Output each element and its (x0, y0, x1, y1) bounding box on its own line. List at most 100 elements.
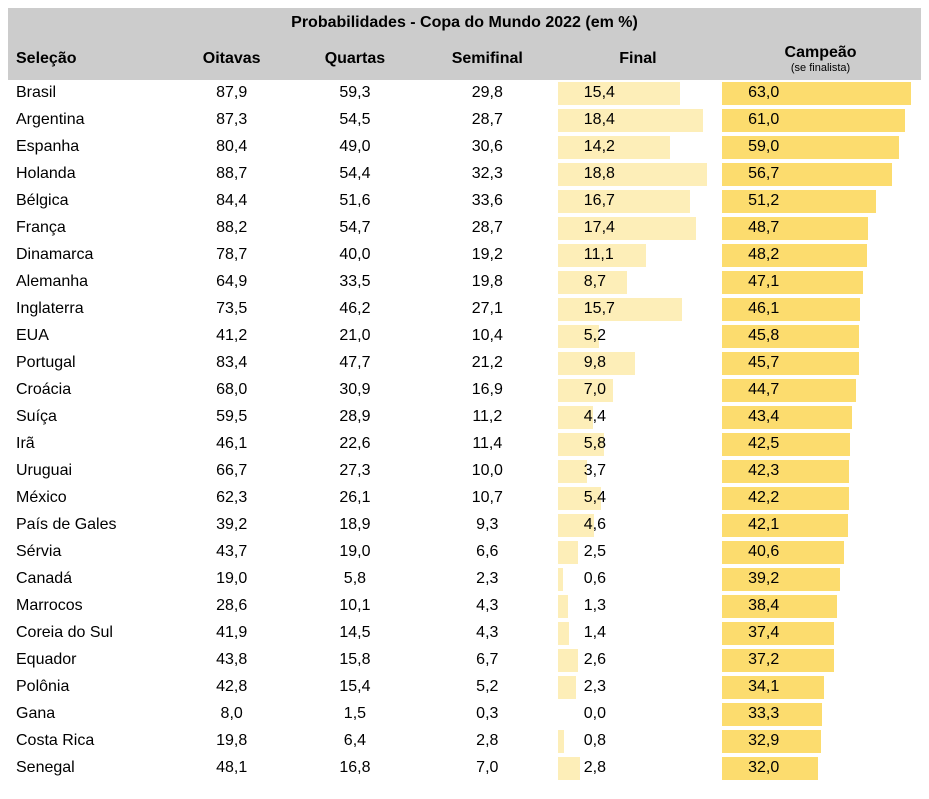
cell-final: 0,6 (556, 566, 720, 593)
campeao-value: 42,3 (722, 460, 917, 483)
cell-final: 16,7 (556, 188, 720, 215)
cell-quartas: 59,3 (291, 80, 419, 107)
campeao-value: 61,0 (722, 109, 917, 132)
cell-team: Argentina (8, 107, 172, 134)
campeao-value: 32,0 (722, 757, 917, 780)
cell-final: 0,0 (556, 701, 720, 728)
cell-quartas: 19,0 (291, 539, 419, 566)
cell-campeao: 34,1 (720, 674, 921, 701)
campeao-value: 39,2 (722, 568, 917, 591)
cell-oitavas: 88,2 (172, 215, 291, 242)
final-value: 2,5 (558, 541, 716, 564)
campeao-bar-wrap: 51,2 (722, 190, 917, 213)
cell-final: 18,4 (556, 107, 720, 134)
final-bar-wrap: 2,5 (558, 541, 716, 564)
campeao-value: 44,7 (722, 379, 917, 402)
campeao-value: 45,8 (722, 325, 917, 348)
col-header-quartas: Quartas (291, 38, 419, 80)
cell-final: 0,8 (556, 728, 720, 755)
cell-semifinal: 5,2 (419, 674, 556, 701)
cell-quartas: 54,4 (291, 161, 419, 188)
cell-campeao: 45,8 (720, 323, 921, 350)
cell-team: Canadá (8, 566, 172, 593)
cell-team: Polônia (8, 674, 172, 701)
cell-campeao: 43,4 (720, 404, 921, 431)
cell-oitavas: 41,9 (172, 620, 291, 647)
campeao-value: 32,9 (722, 730, 917, 753)
cell-quartas: 27,3 (291, 458, 419, 485)
cell-campeao: 39,2 (720, 566, 921, 593)
cell-team: México (8, 485, 172, 512)
cell-team: França (8, 215, 172, 242)
cell-campeao: 42,1 (720, 512, 921, 539)
table-row: Espanha80,449,030,614,259,0 (8, 134, 921, 161)
cell-campeao: 48,2 (720, 242, 921, 269)
cell-quartas: 10,1 (291, 593, 419, 620)
final-value: 3,7 (558, 460, 716, 483)
final-bar-wrap: 5,2 (558, 325, 716, 348)
cell-oitavas: 59,5 (172, 404, 291, 431)
table-row: Gana8,01,50,30,033,3 (8, 701, 921, 728)
cell-team: Alemanha (8, 269, 172, 296)
cell-semifinal: 0,3 (419, 701, 556, 728)
cell-team: Espanha (8, 134, 172, 161)
final-bar-wrap: 0,8 (558, 730, 716, 753)
cell-campeao: 47,1 (720, 269, 921, 296)
final-value: 15,7 (558, 298, 716, 321)
cell-team: Equador (8, 647, 172, 674)
table-body: Brasil87,959,329,815,463,0Argentina87,35… (8, 80, 921, 782)
cell-semifinal: 16,9 (419, 377, 556, 404)
campeao-value: 37,4 (722, 622, 917, 645)
table-row: País de Gales39,218,99,34,642,1 (8, 512, 921, 539)
cell-quartas: 16,8 (291, 755, 419, 782)
final-value: 8,7 (558, 271, 716, 294)
cell-oitavas: 64,9 (172, 269, 291, 296)
table-row: Bélgica84,451,633,616,751,2 (8, 188, 921, 215)
cell-team: Holanda (8, 161, 172, 188)
cell-team: Coreia do Sul (8, 620, 172, 647)
final-value: 2,3 (558, 676, 716, 699)
final-value: 18,8 (558, 163, 716, 186)
cell-team: Senegal (8, 755, 172, 782)
cell-campeao: 46,1 (720, 296, 921, 323)
cell-quartas: 40,0 (291, 242, 419, 269)
cell-campeao: 32,0 (720, 755, 921, 782)
campeao-bar-wrap: 33,3 (722, 703, 917, 726)
table-row: México62,326,110,75,442,2 (8, 485, 921, 512)
cell-team: País de Gales (8, 512, 172, 539)
campeao-value: 48,7 (722, 217, 917, 240)
campeao-bar-wrap: 34,1 (722, 676, 917, 699)
campeao-bar-wrap: 42,3 (722, 460, 917, 483)
campeao-value: 59,0 (722, 136, 917, 159)
final-bar-wrap: 4,6 (558, 514, 716, 537)
cell-campeao: 42,2 (720, 485, 921, 512)
final-bar-wrap: 16,7 (558, 190, 716, 213)
cell-team: Costa Rica (8, 728, 172, 755)
table-row: Marrocos28,610,14,31,338,4 (8, 593, 921, 620)
final-value: 17,4 (558, 217, 716, 240)
campeao-bar-wrap: 45,8 (722, 325, 917, 348)
cell-final: 9,8 (556, 350, 720, 377)
cell-campeao: 59,0 (720, 134, 921, 161)
cell-semifinal: 10,7 (419, 485, 556, 512)
cell-quartas: 22,6 (291, 431, 419, 458)
col-header-campeao-label: Campeão (785, 44, 857, 61)
table-row: Equador43,815,86,72,637,2 (8, 647, 921, 674)
campeao-bar-wrap: 42,1 (722, 514, 917, 537)
campeao-value: 46,1 (722, 298, 917, 321)
campeao-value: 40,6 (722, 541, 917, 564)
table-row: Suíça59,528,911,24,443,4 (8, 404, 921, 431)
cell-final: 2,6 (556, 647, 720, 674)
campeao-bar-wrap: 39,2 (722, 568, 917, 591)
cell-oitavas: 80,4 (172, 134, 291, 161)
cell-oitavas: 43,7 (172, 539, 291, 566)
cell-semifinal: 29,8 (419, 80, 556, 107)
final-value: 0,6 (558, 568, 716, 591)
final-value: 2,6 (558, 649, 716, 672)
final-bar-wrap: 7,0 (558, 379, 716, 402)
cell-final: 5,8 (556, 431, 720, 458)
cell-quartas: 54,7 (291, 215, 419, 242)
table-title: Probabilidades - Copa do Mundo 2022 (em … (8, 8, 921, 38)
campeao-value: 51,2 (722, 190, 917, 213)
probabilities-table: Probabilidades - Copa do Mundo 2022 (em … (8, 8, 921, 782)
